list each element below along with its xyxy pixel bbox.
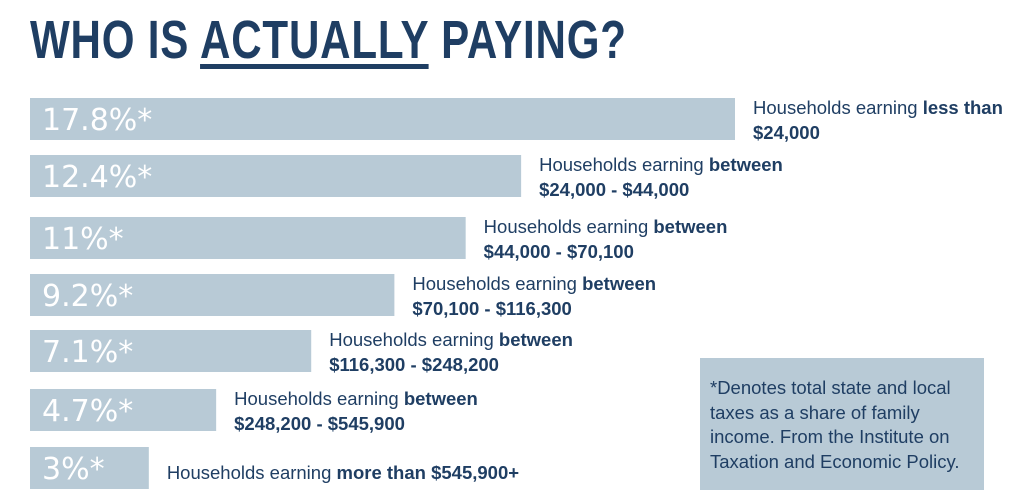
data-label-1: 17.8%* [42, 103, 152, 138]
bar-1 [30, 98, 735, 140]
bar-7 [30, 447, 149, 489]
category-label-7: Households earning more than $545,900+ [167, 462, 519, 483]
category-label-3: Households earning between $44,000 - $70,… [484, 216, 728, 262]
title-emphasis: ACTUALLY [200, 10, 429, 70]
category-label-2: Households earning between $24,000 - $44,… [539, 154, 783, 200]
bar-6 [30, 389, 217, 431]
category-label-4: Households earning between $70,100 - $116… [412, 273, 656, 319]
data-label-3: 11%* [42, 222, 124, 257]
data-label-2: 12.4%* [42, 160, 152, 195]
data-label-7: 3%* [42, 452, 105, 487]
category-label-5: Households earning between $116,300 - $24… [329, 329, 573, 375]
footnote-box: *Denotes total state and local taxes as … [700, 358, 984, 490]
bar-4 [30, 274, 395, 316]
bar-5 [30, 330, 312, 372]
bar-2 [30, 155, 522, 197]
title-part-2: PAYING? [428, 10, 627, 70]
category-label-6: Households earning between $248,200 - $54… [234, 388, 478, 434]
data-label-4: 9.2%* [42, 279, 133, 314]
data-label-5: 7.1%* [42, 335, 133, 370]
bar-3 [30, 217, 466, 259]
category-label-1: Households earning less than $24,000 [753, 97, 1003, 143]
data-label-6: 4.7%* [42, 394, 133, 429]
title-part-1: WHO IS [30, 10, 201, 70]
chart-title: WHO IS ACTUALLY PAYING? [30, 8, 627, 72]
